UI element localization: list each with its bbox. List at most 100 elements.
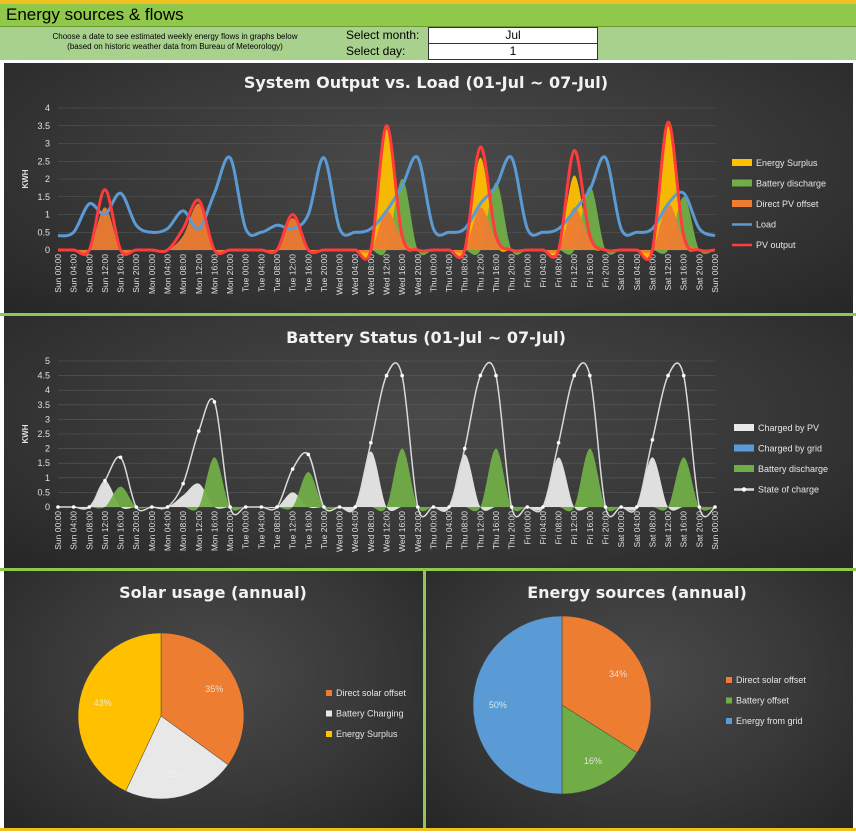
x-tick-label: Tue 12:00 <box>288 254 298 292</box>
x-tick-label: Sat 08:00 <box>647 254 657 291</box>
data-point-state-of-charge <box>165 505 170 509</box>
x-tick-label: Wed 16:00 <box>397 254 407 295</box>
x-tick-label: Thu 12:00 <box>475 511 485 550</box>
data-point-state-of-charge <box>181 481 185 486</box>
pie-data-label: 50% <box>489 700 507 710</box>
x-tick-label: Mon 20:00 <box>225 511 235 551</box>
data-point-state-of-charge <box>87 505 92 509</box>
x-tick-label: Thu 20:00 <box>507 254 517 293</box>
energy-sources-chart-panel: Energy sources (annual) 34% 16% 50% Direct s… <box>426 571 853 828</box>
page-title: Energy sources & flows <box>6 5 184 24</box>
series-area-direct-pv-offset <box>58 203 715 254</box>
energy-sources-chart: Energy sources (annual) 34% 16% 50% Direct s… <box>472 583 806 795</box>
x-tick-label: Tue 16:00 <box>303 254 313 292</box>
legend-swatch-battery-charging <box>326 710 332 717</box>
data-point-state-of-charge <box>134 505 139 509</box>
pie-data-label: 34% <box>609 669 627 679</box>
bottom-accent-bar <box>0 828 856 831</box>
x-tick-label: Sat 04:00 <box>632 511 642 548</box>
x-tick-label: Thu 16:00 <box>491 511 501 550</box>
x-tick-label: Sat 12:00 <box>663 254 673 291</box>
x-tick-label: Thu 16:00 <box>491 254 501 293</box>
y-tick-label: 5 <box>45 356 50 366</box>
data-point-state-of-charge <box>400 373 404 378</box>
y-tick-label: 2 <box>45 174 50 184</box>
data-point-state-of-charge <box>243 505 248 509</box>
data-point-state-of-charge <box>588 373 592 378</box>
pie-slice-direct-solar-offset <box>160 632 245 766</box>
legend-swatch-energy-surplus <box>326 731 332 737</box>
solar-usage-chart: Solar usage (annual) 35% 22% 43% Direct sola… <box>77 583 406 800</box>
chart-title: Solar usage (annual) <box>119 583 307 602</box>
system-output-chart-panel: System Output vs. Load (01-Jul ~ 07-Jul)… <box>4 63 853 313</box>
data-point-state-of-charge <box>196 429 201 433</box>
series-area-battery-discharge <box>58 448 715 512</box>
x-tick-label: Fri 16:00 <box>585 511 595 545</box>
data-point-state-of-charge <box>56 505 60 509</box>
x-tick-label: Thu 08:00 <box>460 254 470 293</box>
legend-label: Charged by grid <box>758 444 822 454</box>
x-tick-label: Sat 00:00 <box>616 511 626 548</box>
x-tick-label: Sat 20:00 <box>694 254 704 291</box>
data-point-state-of-charge <box>478 373 483 378</box>
data-point-state-of-charge <box>228 505 232 509</box>
y-tick-label: 0 <box>45 245 50 255</box>
x-tick-label: Sun 08:00 <box>84 254 94 293</box>
legend-swatch-battery-discharge <box>734 465 754 472</box>
month-select[interactable]: Jul <box>428 27 598 44</box>
x-tick-label: Fri 08:00 <box>554 511 564 545</box>
data-point-state-of-charge <box>290 467 295 471</box>
legend-label: Load <box>756 220 776 230</box>
data-point-state-of-charge <box>650 438 655 442</box>
x-tick-label: Fri 16:00 <box>585 254 595 288</box>
y-tick-label: 1 <box>45 473 50 483</box>
pie-slice-energy-surplus <box>77 632 162 792</box>
data-point-state-of-charge <box>71 505 76 509</box>
x-tick-label: Fri 00:00 <box>522 511 532 545</box>
data-point-state-of-charge <box>369 440 373 445</box>
x-tick-label: Sat 00:00 <box>616 254 626 291</box>
x-tick-label: Sun 00:00 <box>710 254 720 293</box>
x-tick-label: Mon 20:00 <box>225 254 235 294</box>
x-tick-label: Mon 04:00 <box>163 511 173 551</box>
battery-status-chart: Battery Status (01-Jul ~ 07-Jul) 0 0.5 1 1.5… <box>21 328 828 552</box>
y-tick-label: 1.5 <box>37 458 50 468</box>
x-tick-label: Sun 20:00 <box>131 254 141 293</box>
x-tick-label: Sun 04:00 <box>69 511 79 550</box>
data-point-state-of-charge <box>525 505 530 509</box>
x-tick-label: Sun 08:00 <box>84 511 94 550</box>
x-tick-label: Sun 16:00 <box>116 511 126 550</box>
legend-swatch-battery-discharge <box>732 179 752 187</box>
legend-label: Direct PV offset <box>756 199 819 209</box>
legend-label: Direct solar offset <box>736 675 806 685</box>
legend-marker <box>741 487 747 492</box>
data-point-state-of-charge <box>541 505 545 509</box>
y-tick-label: 2 <box>45 444 50 454</box>
x-tick-label: Sat 20:00 <box>694 511 704 548</box>
x-tick-label: Sun 00:00 <box>53 511 63 550</box>
day-select[interactable]: 1 <box>428 43 598 60</box>
x-tick-label: Fri 12:00 <box>569 254 579 288</box>
x-tick-label: Fri 04:00 <box>538 254 548 288</box>
x-tick-label: Tue 08:00 <box>272 511 282 549</box>
x-tick-label: Fri 00:00 <box>522 254 532 288</box>
chart-title: Battery Status (01-Jul ~ 07-Jul) <box>286 328 566 347</box>
x-tick-label: Tue 00:00 <box>241 511 251 549</box>
chart-title: System Output vs. Load (01-Jul ~ 07-Jul) <box>244 73 608 92</box>
x-tick-label: Mon 16:00 <box>209 511 219 551</box>
y-tick-label: 3 <box>45 139 50 149</box>
x-tick-label: Fri 20:00 <box>601 511 611 545</box>
x-tick-label: Wed 08:00 <box>366 511 376 552</box>
y-tick-label: 2.5 <box>37 156 50 166</box>
legend-swatch-charged-by-pv <box>734 424 754 431</box>
data-point-state-of-charge <box>103 478 107 483</box>
x-tick-label: Fri 04:00 <box>538 511 548 545</box>
data-point-state-of-charge <box>713 505 717 509</box>
y-tick-label: 3.5 <box>37 400 50 410</box>
legend-label: Energy Surplus <box>756 158 818 168</box>
legend-label: Battery offset <box>736 696 789 706</box>
y-tick-label: 4 <box>45 103 50 113</box>
data-point-state-of-charge <box>322 505 326 509</box>
y-tick-label: 1 <box>45 210 50 220</box>
legend-swatch-energy-surplus <box>732 159 752 166</box>
